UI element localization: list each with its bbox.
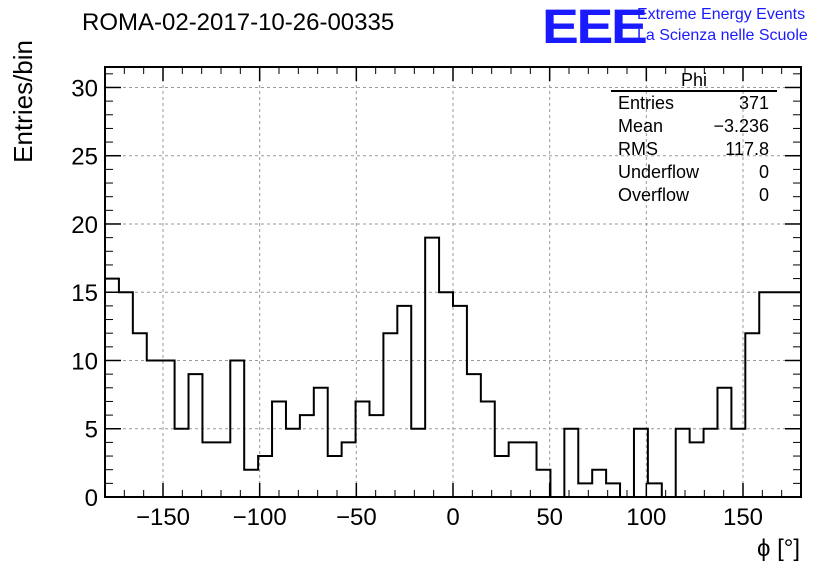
stats-label: Underflow [618,162,700,182]
stats-row-underflow: Underflow 0 [611,161,777,184]
histogram-bin [286,429,300,497]
histogram-bin [175,429,189,497]
histogram-bin [578,483,592,497]
histogram-bin [606,483,620,497]
stats-title: Phi [611,70,777,92]
histogram-bin [759,292,773,497]
histogram-bin [453,306,467,497]
stats-value: 117.8 [725,139,769,159]
x-tick-labels: −150 −100 −50 0 50 100 150 [136,504,763,531]
x-tick-label: 0 [446,504,459,531]
stats-row-rms: RMS 117.8 [611,138,777,161]
stats-row-entries: Entries 371 [611,92,777,115]
histogram-bin [564,429,578,497]
histogram-bin [690,442,704,497]
stats-value: −3.236 [713,116,769,136]
stats-row-overflow: Overflow 0 [611,184,777,207]
histogram-bin [300,415,314,497]
y-tick-label: 0 [85,485,98,512]
y-tick-label: 15 [71,280,98,307]
stats-label: Mean [618,116,664,136]
x-tick-label: 150 [723,504,763,531]
histogram-bin [717,388,731,497]
histogram-bin [133,333,147,497]
stats-value: 0 [758,162,769,182]
stats-label: RMS [618,139,658,159]
histogram-bin [216,442,230,497]
histogram-bin [328,456,342,497]
logo-caption: Extreme Energy Events La Scienza nelle S… [637,4,808,46]
histogram-bin [397,306,411,497]
y-tick-label: 5 [85,417,98,444]
histogram-bin [425,238,439,497]
histogram-bin [523,442,537,497]
x-tick-label: −150 [136,504,190,531]
histogram-bin [745,333,759,497]
x-tick-label: −50 [336,504,377,531]
histogram-bin [676,429,690,497]
histogram-bin [481,401,495,497]
histogram-bin [314,388,328,497]
histogram-bin [592,470,606,497]
x-tick-label: −100 [233,504,287,531]
stats-row-mean: Mean −3.236 [611,115,777,138]
stats-label: Entries [618,93,675,113]
y-tick-labels: 0 5 10 15 20 25 30 [71,75,98,512]
axis-ticks [105,67,801,498]
logo-caption-line2: La Scienza nelle Scuole [637,27,808,44]
stats-box: Phi Entries 371 Mean −3.236 RMS 117.8 Un… [611,70,777,207]
x-tick-label: 100 [626,504,666,531]
histogram-bin [342,442,356,497]
histogram-bin [119,292,133,497]
histogram-bin [648,483,662,497]
histogram-bin [773,292,787,497]
y-tick-label: 10 [71,348,98,375]
histogram-bin [202,442,216,497]
eee-logo: EEE [542,1,648,54]
stats-value: 371 [738,93,769,113]
stats-value: 0 [758,185,769,205]
x-axis-label: ϕ [°] [757,535,800,562]
histogram-bin [439,292,453,497]
histogram-bin [537,470,551,497]
histogram-bin [467,374,481,497]
histogram-bin [244,470,258,497]
logo-caption-line1: Extreme Energy Events [637,6,806,23]
histogram-bin [704,429,718,497]
histogram-bin [356,401,370,497]
histogram-bin [509,442,523,497]
histogram-bin [411,429,425,497]
y-axis-label: Entries/bin [8,40,38,163]
stats-label: Overflow [618,185,690,205]
histogram-bin [369,415,383,497]
chart-title: ROMA-02-2017-10-26-00335 [82,9,395,36]
histogram-bin [787,292,801,497]
histogram-bin [272,401,286,497]
histogram-bin [383,333,397,497]
histogram-bin [189,374,203,497]
x-tick-label: 50 [536,504,563,531]
histogram-outline [104,236,802,498]
histogram-bin [495,456,509,497]
y-tick-label: 20 [71,212,98,239]
y-tick-label: 25 [71,144,98,171]
y-tick-label: 30 [71,75,98,102]
